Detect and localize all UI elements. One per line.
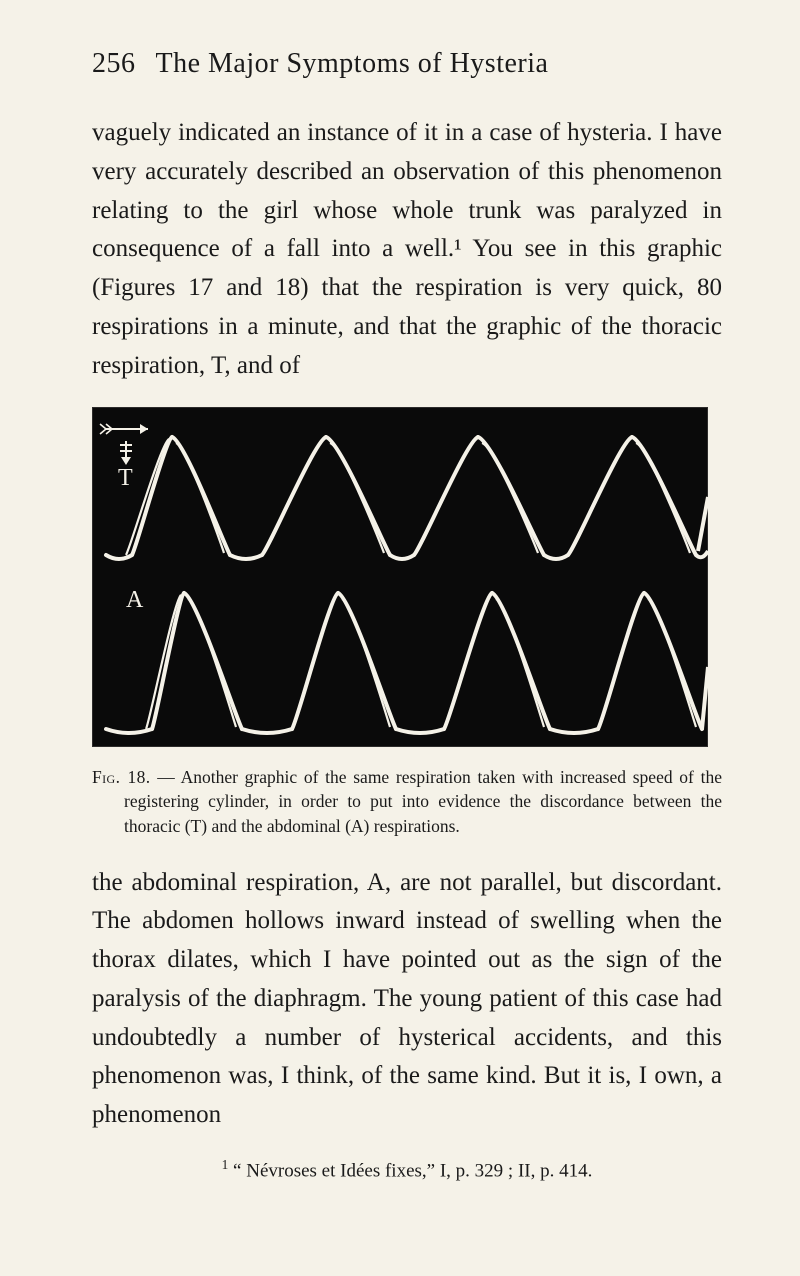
running-title: The Major Symptoms of Hysteria: [156, 48, 549, 80]
page-number: 256: [92, 48, 136, 80]
svg-text:T: T: [118, 465, 133, 491]
page-header: 256 The Major Symptoms of Hysteria: [92, 48, 722, 80]
figure-caption: Fig. 18. — Another graphic of the same r…: [92, 765, 722, 837]
svg-text:A: A: [126, 587, 144, 613]
figure-caption-text: — Another graphic of the same respiratio…: [124, 767, 722, 835]
body-paragraph-1: vaguely indicated an instance of it in a…: [92, 114, 722, 385]
footnote-text: “ Névroses et Idées fixes,” I, p. 329 ; …: [233, 1160, 592, 1181]
footnote: 1 “ Névroses et Idées fixes,” I, p. 329 …: [92, 1157, 722, 1182]
figure-caption-lead: Fig. 18.: [92, 767, 151, 787]
book-page: 256 The Major Symptoms of Hysteria vague…: [0, 0, 800, 1276]
footnote-marker: 1: [222, 1157, 229, 1172]
figure-18: TA: [92, 407, 708, 747]
respiration-traces-svg: TA: [92, 407, 708, 747]
body-paragraph-2: the abdominal respiration, A, are not pa…: [92, 864, 722, 1135]
